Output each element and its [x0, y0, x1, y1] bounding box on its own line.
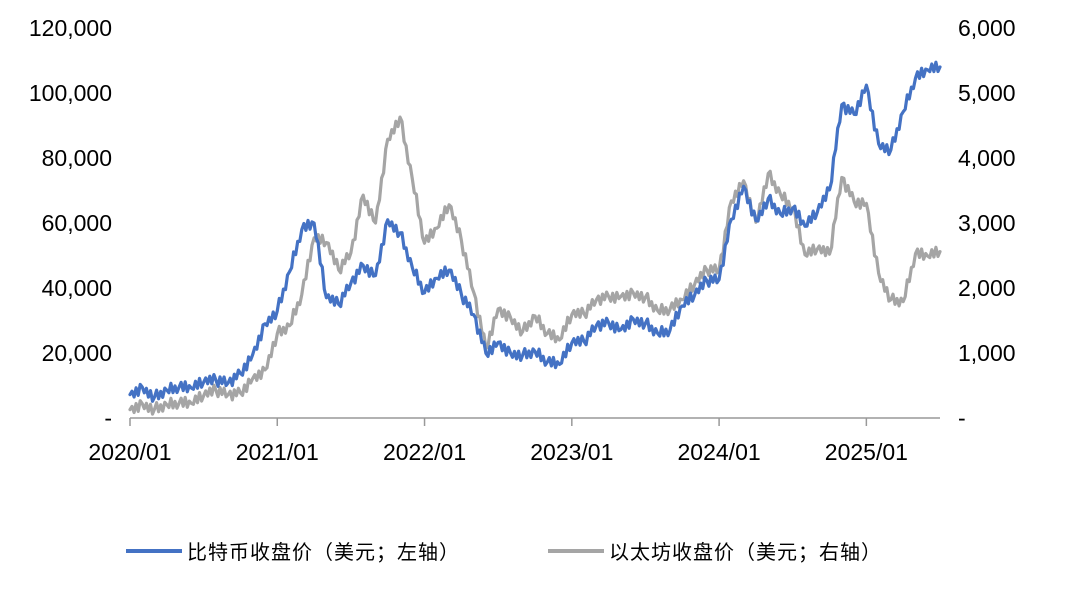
x-tick-label: 2022/01: [383, 439, 466, 465]
watermark-logo-icon: [908, 517, 936, 545]
bitcoin-close-line: [128, 60, 942, 403]
right-tick-label: 2,000: [958, 275, 1016, 301]
left-tick-label: 100,000: [29, 80, 112, 106]
legend: 比特币收盘价（美元；左轴） 以太坊收盘价（美元；右轴）: [126, 540, 882, 564]
left-tick-label: 120,000: [29, 15, 112, 41]
right-axis-ticks: - 1,000 2,000 3,000 4,000 5,000 6,000: [958, 15, 1016, 431]
watermark-brand: 老虎社区: [944, 518, 1048, 548]
x-axis-ticks: 2020/01 2021/01 2022/01 2023/01 2024/01 2025/…: [88, 418, 908, 465]
x-tick-label: 2020/01: [88, 439, 171, 465]
legend-label-ethereum: 以太坊收盘价（美元；右轴）: [609, 540, 882, 564]
x-tick-label: 2025/01: [825, 439, 908, 465]
watermark: 老虎社区 @Intchains: [908, 517, 1056, 582]
x-tick-label: 2023/01: [530, 439, 613, 465]
right-tick-label: 4,000: [958, 145, 1016, 171]
right-tick-label: 6,000: [958, 15, 1016, 41]
x-tick-label: 2024/01: [678, 439, 761, 465]
right-tick-label: 5,000: [958, 80, 1016, 106]
ethereum-close-line: [128, 115, 942, 416]
right-tick-label: -: [958, 405, 966, 431]
left-axis-ticks: - 20,000 40,000 60,000 80,000 100,000 120,000: [29, 15, 112, 431]
left-tick-label: 40,000: [42, 275, 112, 301]
left-tick-label: 60,000: [42, 210, 112, 236]
right-tick-label: 3,000: [958, 210, 1016, 236]
series-layer: [128, 60, 942, 416]
left-tick-label: 80,000: [42, 145, 112, 171]
left-tick-label: -: [104, 405, 112, 431]
legend-label-bitcoin: 比特币收盘价（美元；左轴）: [187, 540, 460, 564]
x-tick-label: 2021/01: [236, 439, 319, 465]
right-tick-label: 1,000: [958, 340, 1016, 366]
watermark-handle: @Intchains: [962, 562, 1056, 582]
left-tick-label: 20,000: [42, 340, 112, 366]
